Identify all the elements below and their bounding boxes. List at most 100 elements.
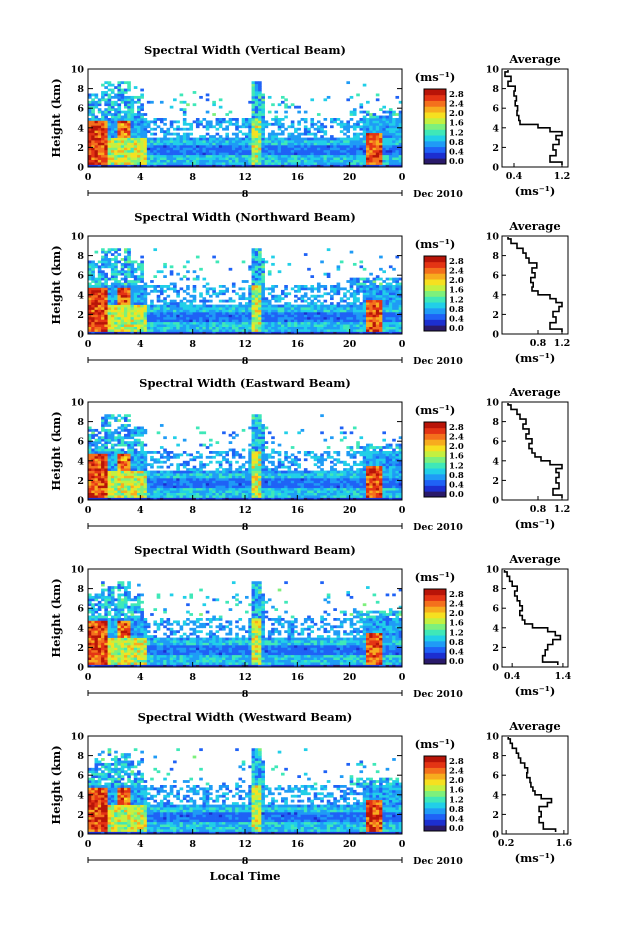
heatmap-cell <box>110 122 115 126</box>
heatmap-cell <box>258 98 262 102</box>
heatmap-cell <box>94 100 99 104</box>
heatmap-cell <box>346 311 351 315</box>
heatmap-cell <box>310 319 315 323</box>
heatmap-cell <box>140 152 144 156</box>
heatmap-cell <box>123 419 128 422</box>
heatmap-cell <box>101 458 105 462</box>
heatmap-cell <box>166 164 171 168</box>
heatmap-cell <box>277 157 282 160</box>
heatmap-cell <box>137 142 141 146</box>
heatmap-cell <box>300 294 305 298</box>
heatmap-cell <box>123 142 128 146</box>
heatmap-cell <box>316 147 321 151</box>
heatmap-cell <box>294 314 298 318</box>
heatmap-cell <box>395 120 400 124</box>
heatmap-cell <box>195 275 200 278</box>
heatmap-cell <box>202 147 207 151</box>
heatmap-cell <box>101 465 105 469</box>
heatmap-cell <box>159 324 164 327</box>
heatmap-cell <box>94 460 99 464</box>
heatmap-cell <box>254 83 259 87</box>
heatmap-cell <box>94 147 99 151</box>
heatmap-cell <box>176 159 180 163</box>
heatmap-cell <box>179 331 184 335</box>
heatmap-cell <box>189 159 194 163</box>
heatmap-cell <box>316 142 321 146</box>
heatmap-cell <box>140 164 144 168</box>
heatmap-cell <box>94 480 99 484</box>
heatmap-cell <box>388 304 393 308</box>
heatmap-cell <box>127 95 131 99</box>
heatmap-cell <box>303 157 308 160</box>
heatmap-cell <box>140 285 144 288</box>
heatmap-cell <box>137 265 141 269</box>
heatmap-cell <box>163 164 167 168</box>
heatmap-cell <box>375 98 380 102</box>
heatmap-cell <box>114 275 118 278</box>
heatmap-cell <box>127 154 131 158</box>
heatmap-cell <box>241 324 246 327</box>
heatmap-cell <box>215 140 220 143</box>
heatmap-cell <box>284 321 288 325</box>
heatmap-cell <box>88 285 92 288</box>
heatmap-cell <box>114 490 118 493</box>
heatmap-cell <box>104 294 108 298</box>
heatmap-cell <box>290 137 295 141</box>
heatmap-cell <box>104 428 108 432</box>
heatmap-cell <box>346 326 351 330</box>
heatmap-cell <box>271 307 275 310</box>
heatmap-cell <box>209 321 213 325</box>
heatmap-cell <box>366 154 370 158</box>
heatmap-cell <box>130 455 135 459</box>
heatmap-cell <box>120 88 125 92</box>
heatmap-cell <box>280 95 285 99</box>
heatmap-cell <box>202 470 207 474</box>
heatmap-cell <box>261 267 265 271</box>
heatmap-cell <box>346 81 351 85</box>
heatmap-cell <box>258 81 262 85</box>
heatmap-cell <box>189 154 194 158</box>
heatmap-cell <box>140 497 144 501</box>
heatmap-cell <box>153 275 158 278</box>
heatmap-cell <box>120 258 125 261</box>
heatmap-cell <box>231 309 236 313</box>
heatmap-cell <box>186 149 190 153</box>
heatmap-cell <box>133 326 138 330</box>
heatmap-cell <box>88 311 92 315</box>
heatmap-cell <box>218 149 223 153</box>
heatmap-cell <box>238 311 243 315</box>
heatmap-cell <box>140 451 144 454</box>
heatmap-cell <box>189 147 194 151</box>
heatmap-cell <box>176 307 180 310</box>
colorbar-frame <box>423 255 447 332</box>
heatmap-cell <box>94 265 99 269</box>
heatmap-cell <box>140 460 144 464</box>
heatmap-cell <box>310 309 315 313</box>
heatmap-cell <box>388 299 393 303</box>
heatmap-cell <box>110 267 115 271</box>
heatmap-cell <box>241 154 246 158</box>
heatmap-cell <box>258 100 262 104</box>
heatmap-cell <box>225 125 229 129</box>
heatmap-cell <box>307 324 311 327</box>
heatmap-cell <box>114 465 118 469</box>
heatmap-cell <box>212 149 216 153</box>
heatmap-cell <box>209 319 213 323</box>
heatmap-cell <box>166 492 171 496</box>
heatmap-cell <box>120 299 125 303</box>
heatmap-cell <box>284 162 288 165</box>
heatmap-cell <box>104 473 108 476</box>
heatmap-cell <box>245 324 249 327</box>
heatmap-cell <box>274 331 279 335</box>
heatmap-cell <box>140 294 144 298</box>
heatmap-cell <box>356 321 360 325</box>
heatmap-cell <box>356 307 360 310</box>
heatmap-cell <box>215 132 220 136</box>
heatmap-cell <box>251 248 256 252</box>
heatmap-cell <box>143 490 148 493</box>
heatmap-cell <box>225 324 229 327</box>
heatmap-cell <box>323 147 328 151</box>
heatmap-cell <box>117 319 122 323</box>
heatmap-cell <box>150 152 154 156</box>
heatmap-cell <box>97 154 102 158</box>
